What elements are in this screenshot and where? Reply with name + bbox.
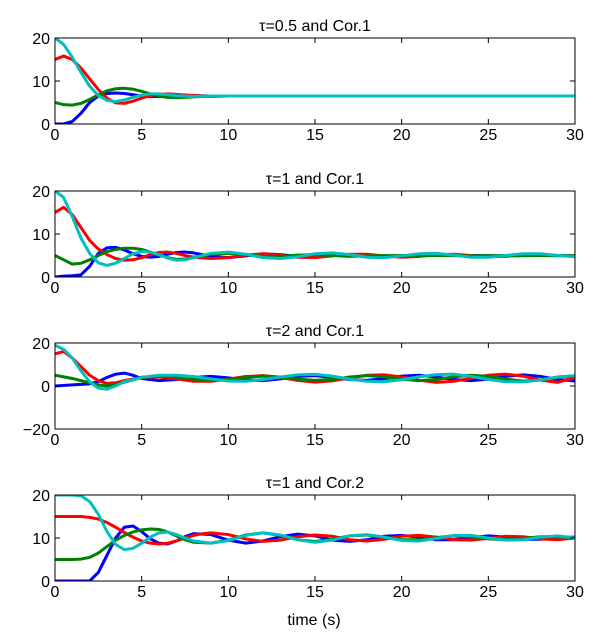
x-tick-label: 25 xyxy=(479,127,497,144)
y-tick-label: 20 xyxy=(32,184,50,201)
subplot-title: τ=1 and Cor.1 xyxy=(266,171,364,188)
series-line-1 xyxy=(55,524,575,581)
subplot-title: τ=1 and Cor.2 xyxy=(266,475,364,492)
x-tick-label: 30 xyxy=(566,584,584,601)
series-line-4 xyxy=(55,343,575,391)
x-tick-label: 10 xyxy=(219,432,237,449)
series-group xyxy=(55,38,575,124)
x-tick-label: 15 xyxy=(306,127,324,144)
x-tick-label: 20 xyxy=(393,127,411,144)
x-tick-label: 0 xyxy=(51,280,60,297)
x-tick-label: 10 xyxy=(219,127,237,144)
series-line-4 xyxy=(55,38,575,104)
y-tick-label: 20 xyxy=(32,336,50,353)
y-tick-label: 0 xyxy=(41,379,50,396)
x-tick-label: 30 xyxy=(566,432,584,449)
plot-frame xyxy=(54,37,576,125)
x-tick-label: 5 xyxy=(137,432,146,449)
y-tick-label: 0 xyxy=(41,117,50,134)
x-tick-label: 10 xyxy=(219,584,237,601)
y-tick-label: 10 xyxy=(32,227,50,244)
y-tick-label: 20 xyxy=(32,31,50,48)
x-tick-label: 25 xyxy=(479,280,497,297)
x-tick-label: 15 xyxy=(306,280,324,297)
plot-frame xyxy=(54,342,576,430)
x-tick-label: 20 xyxy=(393,432,411,449)
x-tick-label: 25 xyxy=(479,584,497,601)
series-line-4 xyxy=(55,495,575,552)
series-group xyxy=(55,495,575,581)
y-tick-label: 0 xyxy=(41,270,50,287)
x-tick-label: 15 xyxy=(306,432,324,449)
subplot-1: τ=0.5 and Cor.1 0 5 10 15 20 25 30 0 10 20 xyxy=(32,18,584,144)
x-tick-label: 5 xyxy=(137,127,146,144)
y-tick-label: −20 xyxy=(23,422,50,439)
x-tick-label: 30 xyxy=(566,280,584,297)
x-tick-label: 25 xyxy=(479,432,497,449)
y-tick-label: 10 xyxy=(32,74,50,91)
x-axis-label: time (s) xyxy=(287,612,340,629)
series-group xyxy=(55,191,575,277)
x-tick-label: 20 xyxy=(393,584,411,601)
y-tick-label: 0 xyxy=(41,574,50,591)
y-tick-label: 20 xyxy=(32,488,50,505)
x-tick-label: 0 xyxy=(51,432,60,449)
x-tick-label: 0 xyxy=(51,584,60,601)
x-tick-label: 30 xyxy=(566,127,584,144)
subplot-4: τ=1 and Cor.2 0 5 10 15 20 25 30 0 10 20 xyxy=(32,475,584,601)
y-tick-label: 10 xyxy=(32,531,50,548)
series-line-4 xyxy=(55,191,575,267)
series-group xyxy=(55,343,575,391)
subplot-title: τ=2 and Cor.1 xyxy=(266,323,364,340)
x-tick-label: 5 xyxy=(137,584,146,601)
x-tick-label: 15 xyxy=(306,584,324,601)
x-tick-label: 0 xyxy=(51,127,60,144)
x-tick-label: 10 xyxy=(219,280,237,297)
plot-frame xyxy=(54,190,576,278)
x-tick-label: 20 xyxy=(393,280,411,297)
subplot-title: τ=0.5 and Cor.1 xyxy=(259,18,371,35)
x-tick-label: 5 xyxy=(137,280,146,297)
subplot-2: τ=1 and Cor.1 0 5 10 15 20 25 30 0 10 20 xyxy=(32,171,584,297)
